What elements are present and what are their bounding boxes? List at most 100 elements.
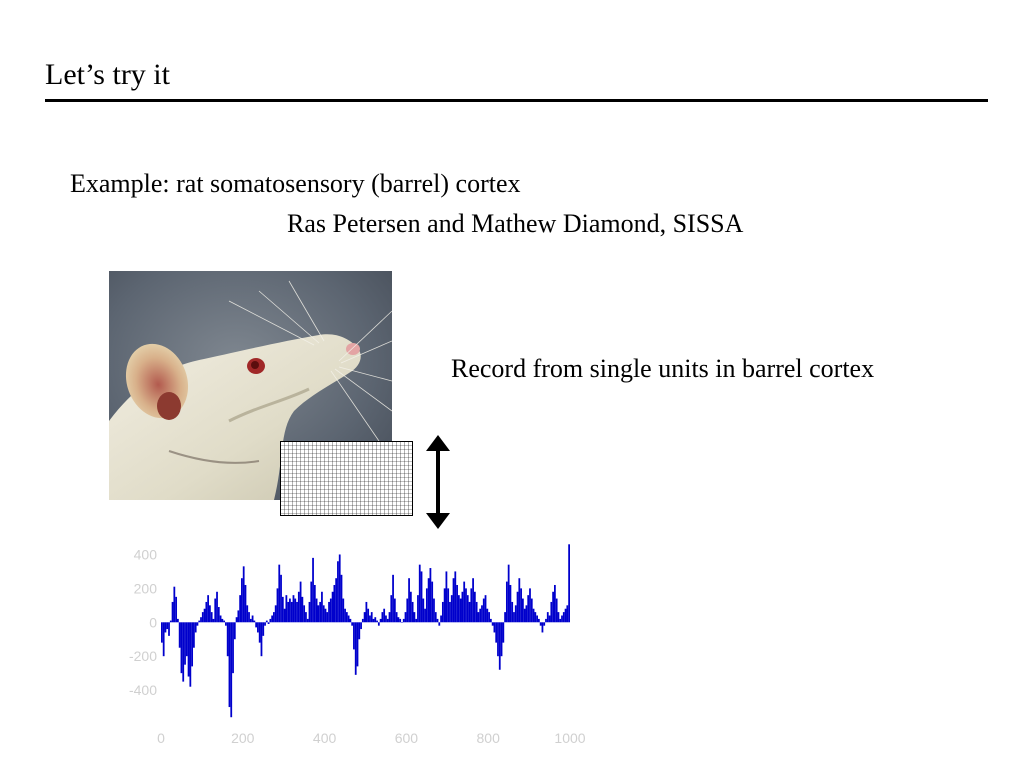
chart-bar bbox=[246, 605, 249, 623]
chart-bar bbox=[239, 595, 242, 623]
chart-bar bbox=[472, 578, 474, 623]
chart-bar bbox=[262, 622, 265, 636]
chart-bar bbox=[509, 584, 512, 623]
chart-bar bbox=[470, 588, 473, 623]
chart-bar bbox=[514, 605, 517, 623]
chart-bar bbox=[372, 618, 375, 623]
chart-bar bbox=[415, 618, 418, 623]
chart-bars bbox=[161, 544, 570, 718]
chart-bar bbox=[518, 578, 521, 623]
chart-bar bbox=[306, 618, 309, 623]
chart-bar bbox=[449, 601, 451, 623]
chart-bar bbox=[242, 566, 245, 623]
chart-bar bbox=[166, 622, 169, 630]
chart-bar bbox=[554, 584, 556, 623]
chart-bar bbox=[313, 584, 316, 623]
chart-bar bbox=[280, 574, 282, 623]
chart-bar bbox=[466, 595, 469, 623]
chart-bar bbox=[465, 588, 467, 623]
chart-bar bbox=[401, 622, 403, 623]
chart-bar bbox=[388, 612, 391, 623]
x-tick-label: 600 bbox=[395, 730, 419, 746]
chart-bar bbox=[217, 607, 220, 623]
chart-bar bbox=[381, 612, 384, 623]
chart-bar bbox=[445, 571, 448, 623]
chart-bar bbox=[530, 598, 533, 623]
chart-bar bbox=[182, 622, 185, 682]
title-underline bbox=[45, 99, 988, 102]
chart-bar bbox=[177, 618, 179, 623]
chart-bar bbox=[225, 622, 227, 626]
chart-bar bbox=[564, 608, 567, 623]
electrode-grid bbox=[280, 441, 413, 516]
chart-bar bbox=[454, 571, 457, 623]
chart-bar bbox=[345, 612, 348, 623]
chart-bar bbox=[527, 595, 530, 623]
chart-bar bbox=[198, 620, 201, 623]
chart-bar bbox=[502, 622, 505, 643]
chart-bar bbox=[393, 598, 396, 623]
chart-bar bbox=[363, 612, 366, 623]
chart-bar bbox=[537, 618, 540, 623]
chart-bar bbox=[303, 605, 306, 623]
chart-bar bbox=[200, 617, 202, 623]
chart-bar bbox=[207, 595, 210, 623]
chart-bar bbox=[475, 601, 478, 623]
chart-bar bbox=[546, 612, 549, 623]
chart-bar bbox=[216, 591, 218, 623]
chart-bar bbox=[374, 617, 377, 623]
chart-bar bbox=[550, 601, 553, 623]
x-axis-ticks: 0 200 400 600 800 1000 bbox=[157, 730, 586, 746]
chart-bar bbox=[427, 578, 430, 623]
chart-bar bbox=[289, 598, 291, 623]
chart-bar bbox=[404, 612, 407, 623]
chart-bar bbox=[328, 601, 330, 623]
chart-bar bbox=[386, 618, 389, 623]
chart-bar bbox=[529, 588, 531, 623]
chart-bar bbox=[434, 612, 437, 623]
chart-bar bbox=[539, 622, 542, 626]
chart-bar bbox=[422, 598, 425, 623]
chart-bar bbox=[504, 612, 506, 623]
chart-bar bbox=[520, 588, 522, 623]
chart-bar bbox=[209, 605, 211, 623]
chart-bar bbox=[417, 595, 419, 623]
chart-bar bbox=[541, 622, 544, 633]
chart-bar bbox=[463, 581, 466, 623]
y-tick-label: -400 bbox=[129, 682, 157, 698]
chart-bar bbox=[383, 608, 386, 623]
chart-bar bbox=[171, 601, 174, 623]
chart-bar bbox=[187, 622, 190, 677]
chart-bar bbox=[411, 601, 414, 623]
chart-bar bbox=[161, 622, 163, 643]
chart-bar bbox=[424, 608, 426, 623]
chart-bar bbox=[285, 595, 288, 623]
chart-bar bbox=[409, 591, 412, 623]
chart-bar bbox=[251, 615, 254, 623]
slide-title: Let’s try it bbox=[45, 58, 170, 91]
chart-bar bbox=[425, 588, 428, 623]
chart-bar bbox=[185, 622, 188, 657]
chart-bar bbox=[317, 605, 320, 623]
chart-bar bbox=[493, 622, 496, 633]
y-tick-label: 0 bbox=[149, 614, 157, 630]
chart-bar bbox=[431, 581, 434, 623]
chart-bar bbox=[173, 586, 176, 623]
chart-bar bbox=[545, 618, 547, 623]
chart-bar bbox=[505, 581, 508, 623]
chart-bar bbox=[418, 564, 421, 623]
chart-bar bbox=[194, 622, 197, 633]
chart-bar bbox=[331, 591, 334, 623]
chart-bar bbox=[397, 617, 400, 623]
chart-bar bbox=[219, 615, 222, 623]
x-tick-label: 400 bbox=[313, 730, 337, 746]
chart-bar bbox=[257, 622, 259, 633]
chart-bar bbox=[521, 598, 524, 623]
chart-bar bbox=[552, 591, 554, 623]
chart-bar bbox=[555, 598, 558, 623]
chart-bar bbox=[230, 622, 233, 718]
chart-bar bbox=[459, 598, 462, 623]
double-arrow-icon bbox=[426, 435, 450, 529]
chart-bar bbox=[543, 622, 546, 626]
